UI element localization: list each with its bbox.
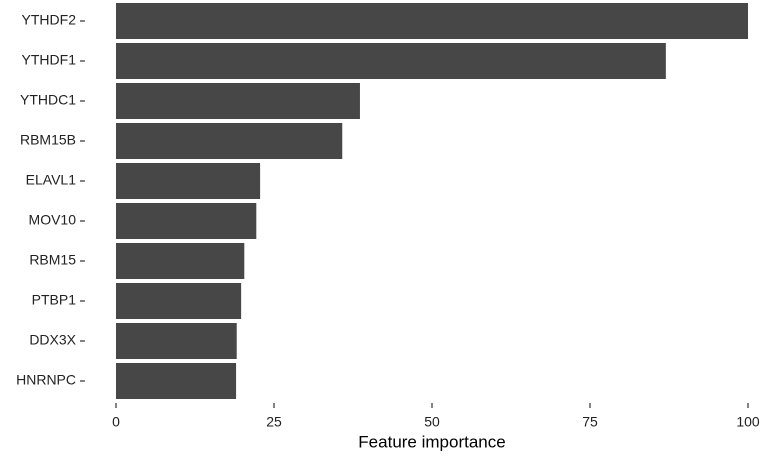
bar [116, 3, 748, 39]
x-axis-title: Feature importance [358, 432, 505, 451]
y-tick-label: YTHDF2 [22, 12, 77, 28]
x-tick-label: 25 [266, 414, 282, 430]
y-tick-label: PTBP1 [32, 292, 77, 308]
bar [116, 363, 237, 399]
y-tick-label: YTHDC1 [20, 92, 76, 108]
x-tick-label: 75 [582, 414, 598, 430]
bar [116, 283, 242, 319]
bar [116, 243, 245, 279]
bar [116, 203, 257, 239]
y-tick-label: MOV10 [29, 212, 77, 228]
y-tick-label: YTHDF1 [22, 52, 77, 68]
y-tick-label: HNRNPC [16, 372, 76, 388]
bar [116, 123, 343, 159]
y-tick-label: ELAVL1 [26, 172, 77, 188]
bar [116, 323, 237, 359]
bar [116, 43, 666, 79]
bar [116, 163, 261, 199]
y-tick-label: RBM15B [20, 132, 76, 148]
x-tick-label: 0 [112, 414, 120, 430]
y-tick-label: RBM15 [29, 252, 76, 268]
x-tick-label: 100 [736, 414, 760, 430]
y-tick-label: DDX3X [29, 332, 76, 348]
bar [116, 83, 360, 119]
x-tick-label: 50 [424, 414, 440, 430]
